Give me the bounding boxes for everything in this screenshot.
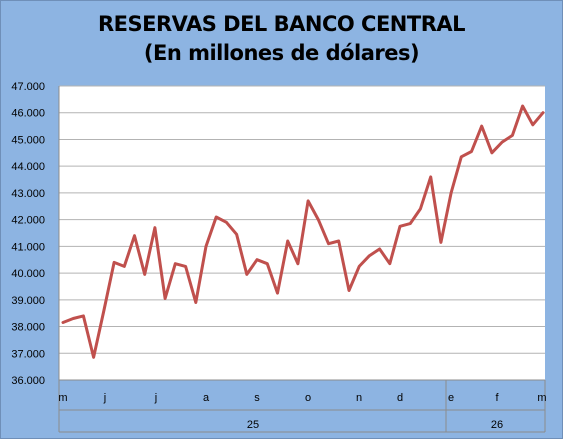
y-axis-ticks: 36.000 37.000 38.000 39.000 40.000 41.000 42.0… <box>11 81 45 387</box>
x-tick-label: s <box>254 392 260 404</box>
x-tick-label: d <box>397 392 403 404</box>
y-tick-label: 39.000 <box>11 295 45 307</box>
series-line <box>61 104 545 359</box>
x-tick-label: a <box>203 392 210 404</box>
y-tick-label: 36.000 <box>11 375 45 387</box>
y-tick-label: 47.000 <box>11 81 45 93</box>
y-tick-label: 38.000 <box>11 322 45 334</box>
x-tick-label: f <box>495 392 499 404</box>
x-group-label: 25 <box>247 419 259 431</box>
x-tick-label: j <box>103 392 106 404</box>
y-tick-label: 44.000 <box>11 161 45 173</box>
chart-title: RESERVAS DEL BANCO CENTRAL <box>97 12 466 36</box>
x-tick-label: e <box>448 392 454 404</box>
x-tick-label: o <box>305 392 311 404</box>
x-tick-label: j <box>154 392 157 404</box>
y-tick-label: 45.000 <box>11 134 45 146</box>
x-tick-label: m <box>537 392 546 404</box>
x-group-label: 26 <box>491 419 503 431</box>
chart-subtitle: (En millones de dólares) <box>143 41 420 65</box>
y-tick-label: 43.000 <box>11 188 45 200</box>
y-tick-label: 41.000 <box>11 241 45 253</box>
y-tick-label: 46.000 <box>11 108 45 120</box>
y-tick-label: 40.000 <box>11 268 45 280</box>
x-tick-label: n <box>356 392 362 404</box>
x-tick-label: m <box>58 392 67 404</box>
y-tick-label: 37.000 <box>11 348 45 360</box>
y-tick-label: 42.000 <box>11 215 45 227</box>
x-axis: m j j a s o n d e f m 25 26 <box>58 379 547 433</box>
